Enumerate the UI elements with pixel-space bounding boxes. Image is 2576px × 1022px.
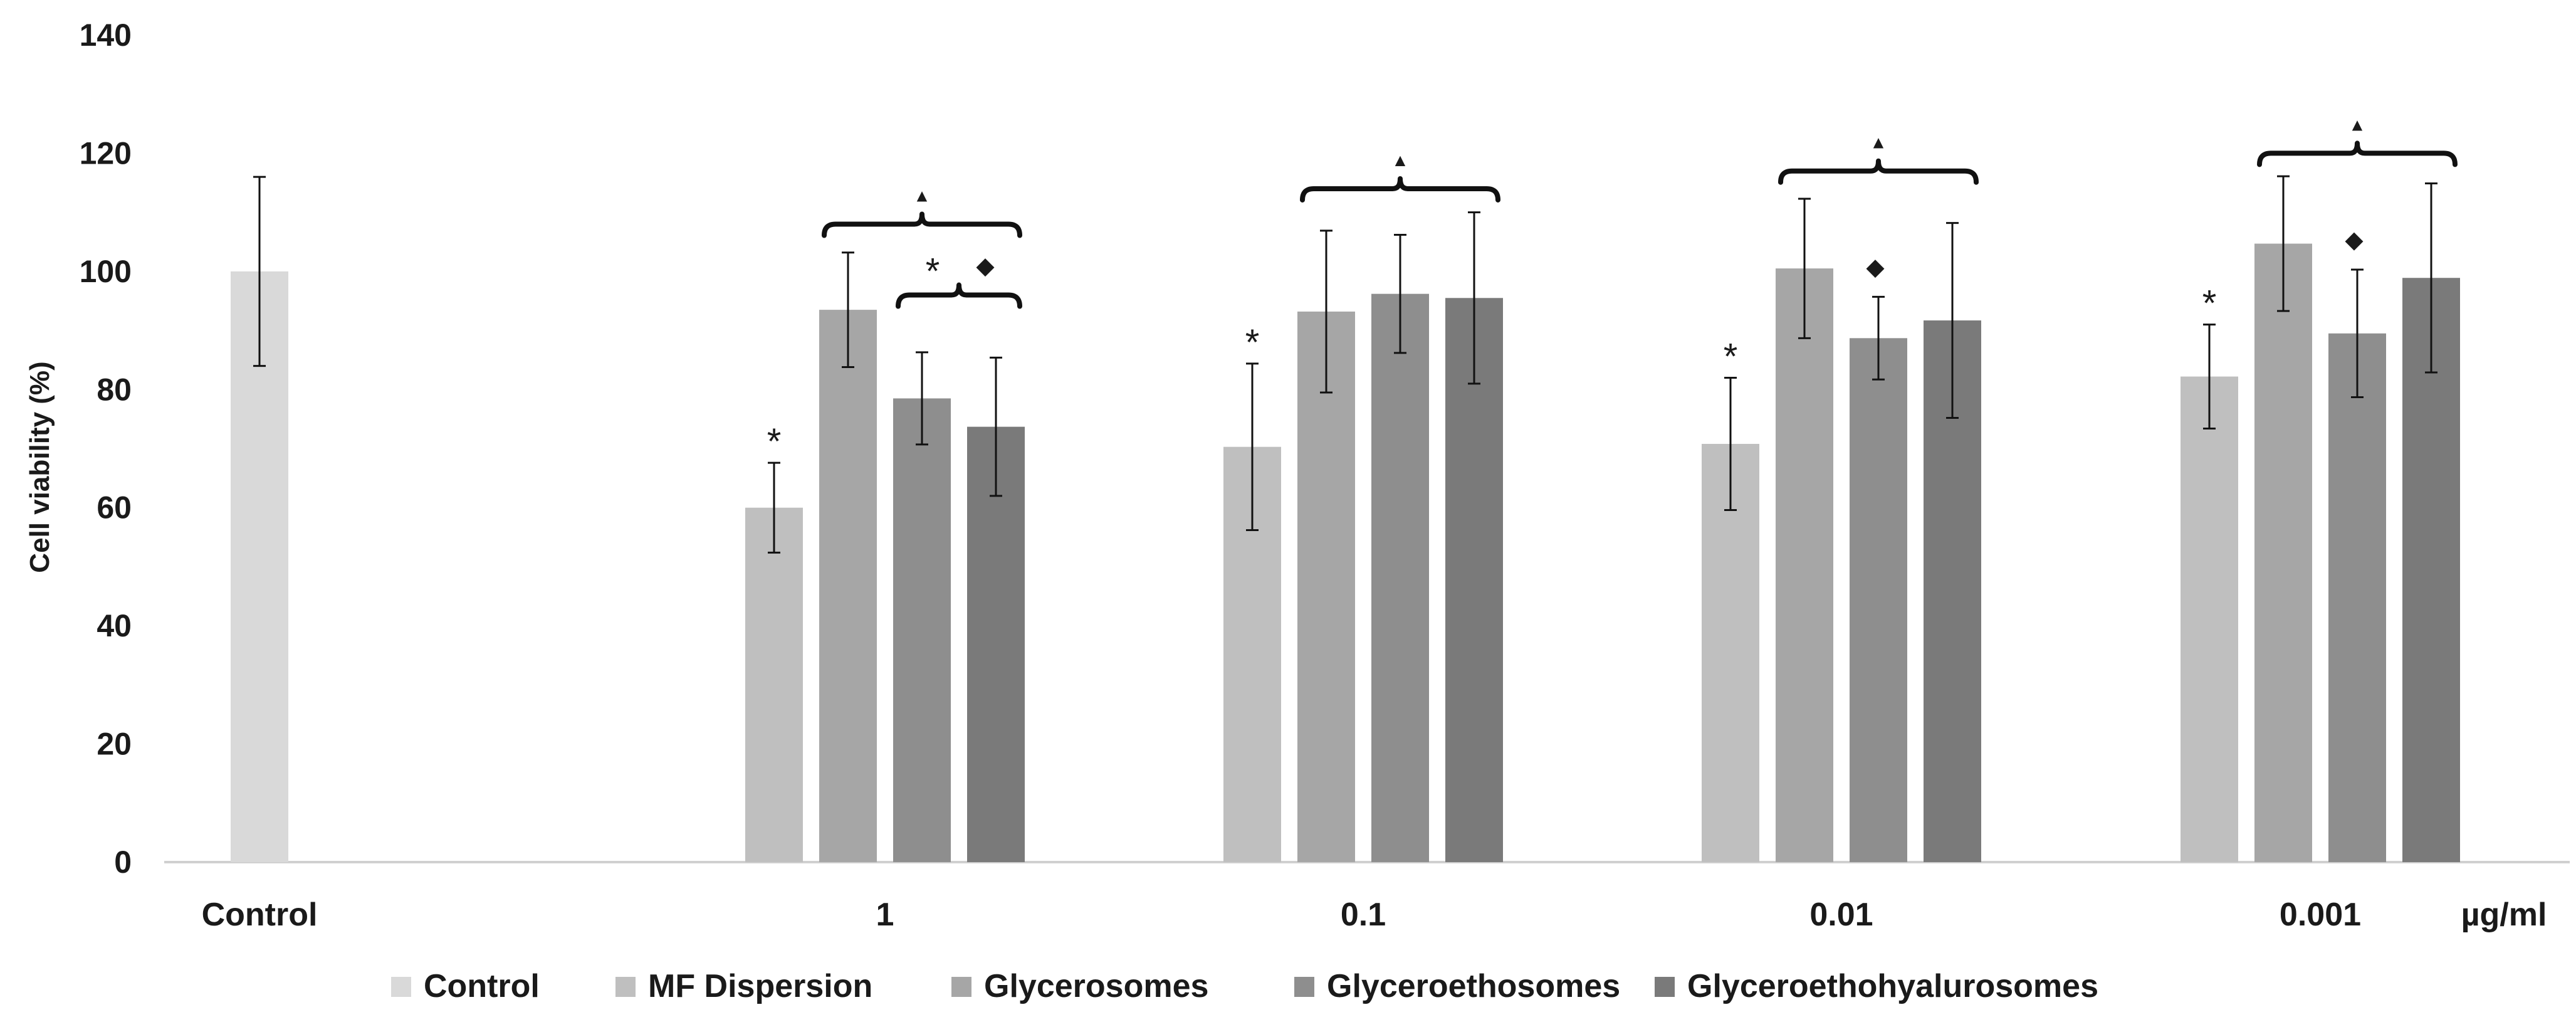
y-axis-label: Cell viability (%) [24,361,55,572]
y-tick-label: 80 [97,372,132,407]
triangle-marker: ▲ [1870,133,1887,152]
bars [231,243,2460,863]
asterisk-marker: * [926,251,940,292]
triangle-marker: ▲ [913,186,931,205]
x-category-label: 0.01 [1809,897,1873,933]
error-bar [1320,229,1333,394]
error-bar [916,351,928,446]
asterisk-marker: * [767,421,782,462]
legend-item: Glycerosomes [951,968,1208,1004]
error-bar [1872,295,1885,381]
diamond-marker: ◆ [1866,254,1885,280]
x-category-label: 1 [876,897,894,933]
bar [231,271,288,862]
y-tick-label: 0 [114,845,132,880]
bar [1445,298,1503,863]
x-category-label: 0.001 [2280,897,2361,933]
bar [967,426,1025,862]
legend-label: MF Dispersion [648,968,872,1004]
asterisk-marker: * [1245,322,1260,363]
error-bar [768,461,780,554]
error-bar [2203,324,2216,429]
error-bar [1468,211,1480,385]
bar [2181,376,2238,862]
asterisk-marker: * [2202,283,2217,324]
bar [1776,268,1833,862]
bracket-triangle [1778,158,1979,185]
triangle-marker: ▲ [2348,115,2366,134]
legend-label: Glycerosomes [984,968,1208,1004]
x-category-label: 0.1 [1341,897,1386,933]
bar [819,310,877,862]
legend-item: Glyceroethosomes [1294,968,1620,1004]
error-bar [2351,268,2364,399]
bar [2328,333,2386,862]
legend-item: MF Dispersion [615,968,872,1004]
diamond-marker: ◆ [976,253,995,280]
error-bars [253,175,2437,554]
error-bar [1246,362,1259,532]
error-bar [1394,233,1406,354]
y-tick-label: 140 [80,18,132,53]
bracket-triangle [1300,176,1500,203]
triangle-marker: ▲ [1391,150,1409,170]
error-bar [1724,376,1737,511]
legend-label: Control [424,968,540,1004]
y-tick-label: 100 [80,254,132,289]
error-bar [1798,198,1811,339]
y-tick-label: 60 [97,490,132,525]
bar [1297,311,1355,862]
asterisk-marker: * [1724,336,1738,377]
x-category-label: Control [202,897,318,933]
error-bar [1946,222,1959,419]
bar [1702,443,1759,862]
significance-annotations: * * * * ◆ ◆ ▲ ▲ ▲ ▲ * ◆ [767,115,2458,462]
x-axis-categories: Control 1 0.1 0.01 0.001 [202,897,2361,933]
legend-item: Control [391,968,540,1004]
bar [745,507,803,862]
bar [1850,338,1907,862]
legend-swatch [1655,977,1675,997]
y-tick-label: 40 [97,608,132,643]
legend-swatch [615,977,636,997]
bar [1371,293,1429,862]
diamond-marker: ◆ [2345,227,2364,253]
y-axis: 0 20 40 60 80 100 120 140 [80,18,132,880]
bracket-asterisk-diamond [896,282,1022,309]
y-tick-label: 20 [97,727,132,762]
y-tick-label: 120 [80,135,132,171]
bar [893,398,951,862]
bar [2254,243,2312,862]
error-bar [990,356,1002,497]
legend-swatch [1294,977,1314,997]
bar [2402,278,2460,862]
bracket-triangle [822,211,1022,238]
error-bar [842,251,854,368]
legend-item: Glyceroethohyalurosomes [1655,968,2098,1004]
unit-label: µg/ml [2461,897,2547,933]
legend-swatch [951,977,971,997]
legend: Control MF Dispersion Glycerosomes Glyceroe… [391,968,2098,1004]
error-bar [253,176,266,367]
bracket-triangle [2257,140,2458,167]
legend-label: Glyceroethosomes [1327,968,1620,1004]
legend-label: Glyceroethohyalurosomes [1687,968,2098,1004]
legend-swatch [391,977,411,997]
error-bar [2425,182,2437,374]
error-bar [2277,175,2290,312]
